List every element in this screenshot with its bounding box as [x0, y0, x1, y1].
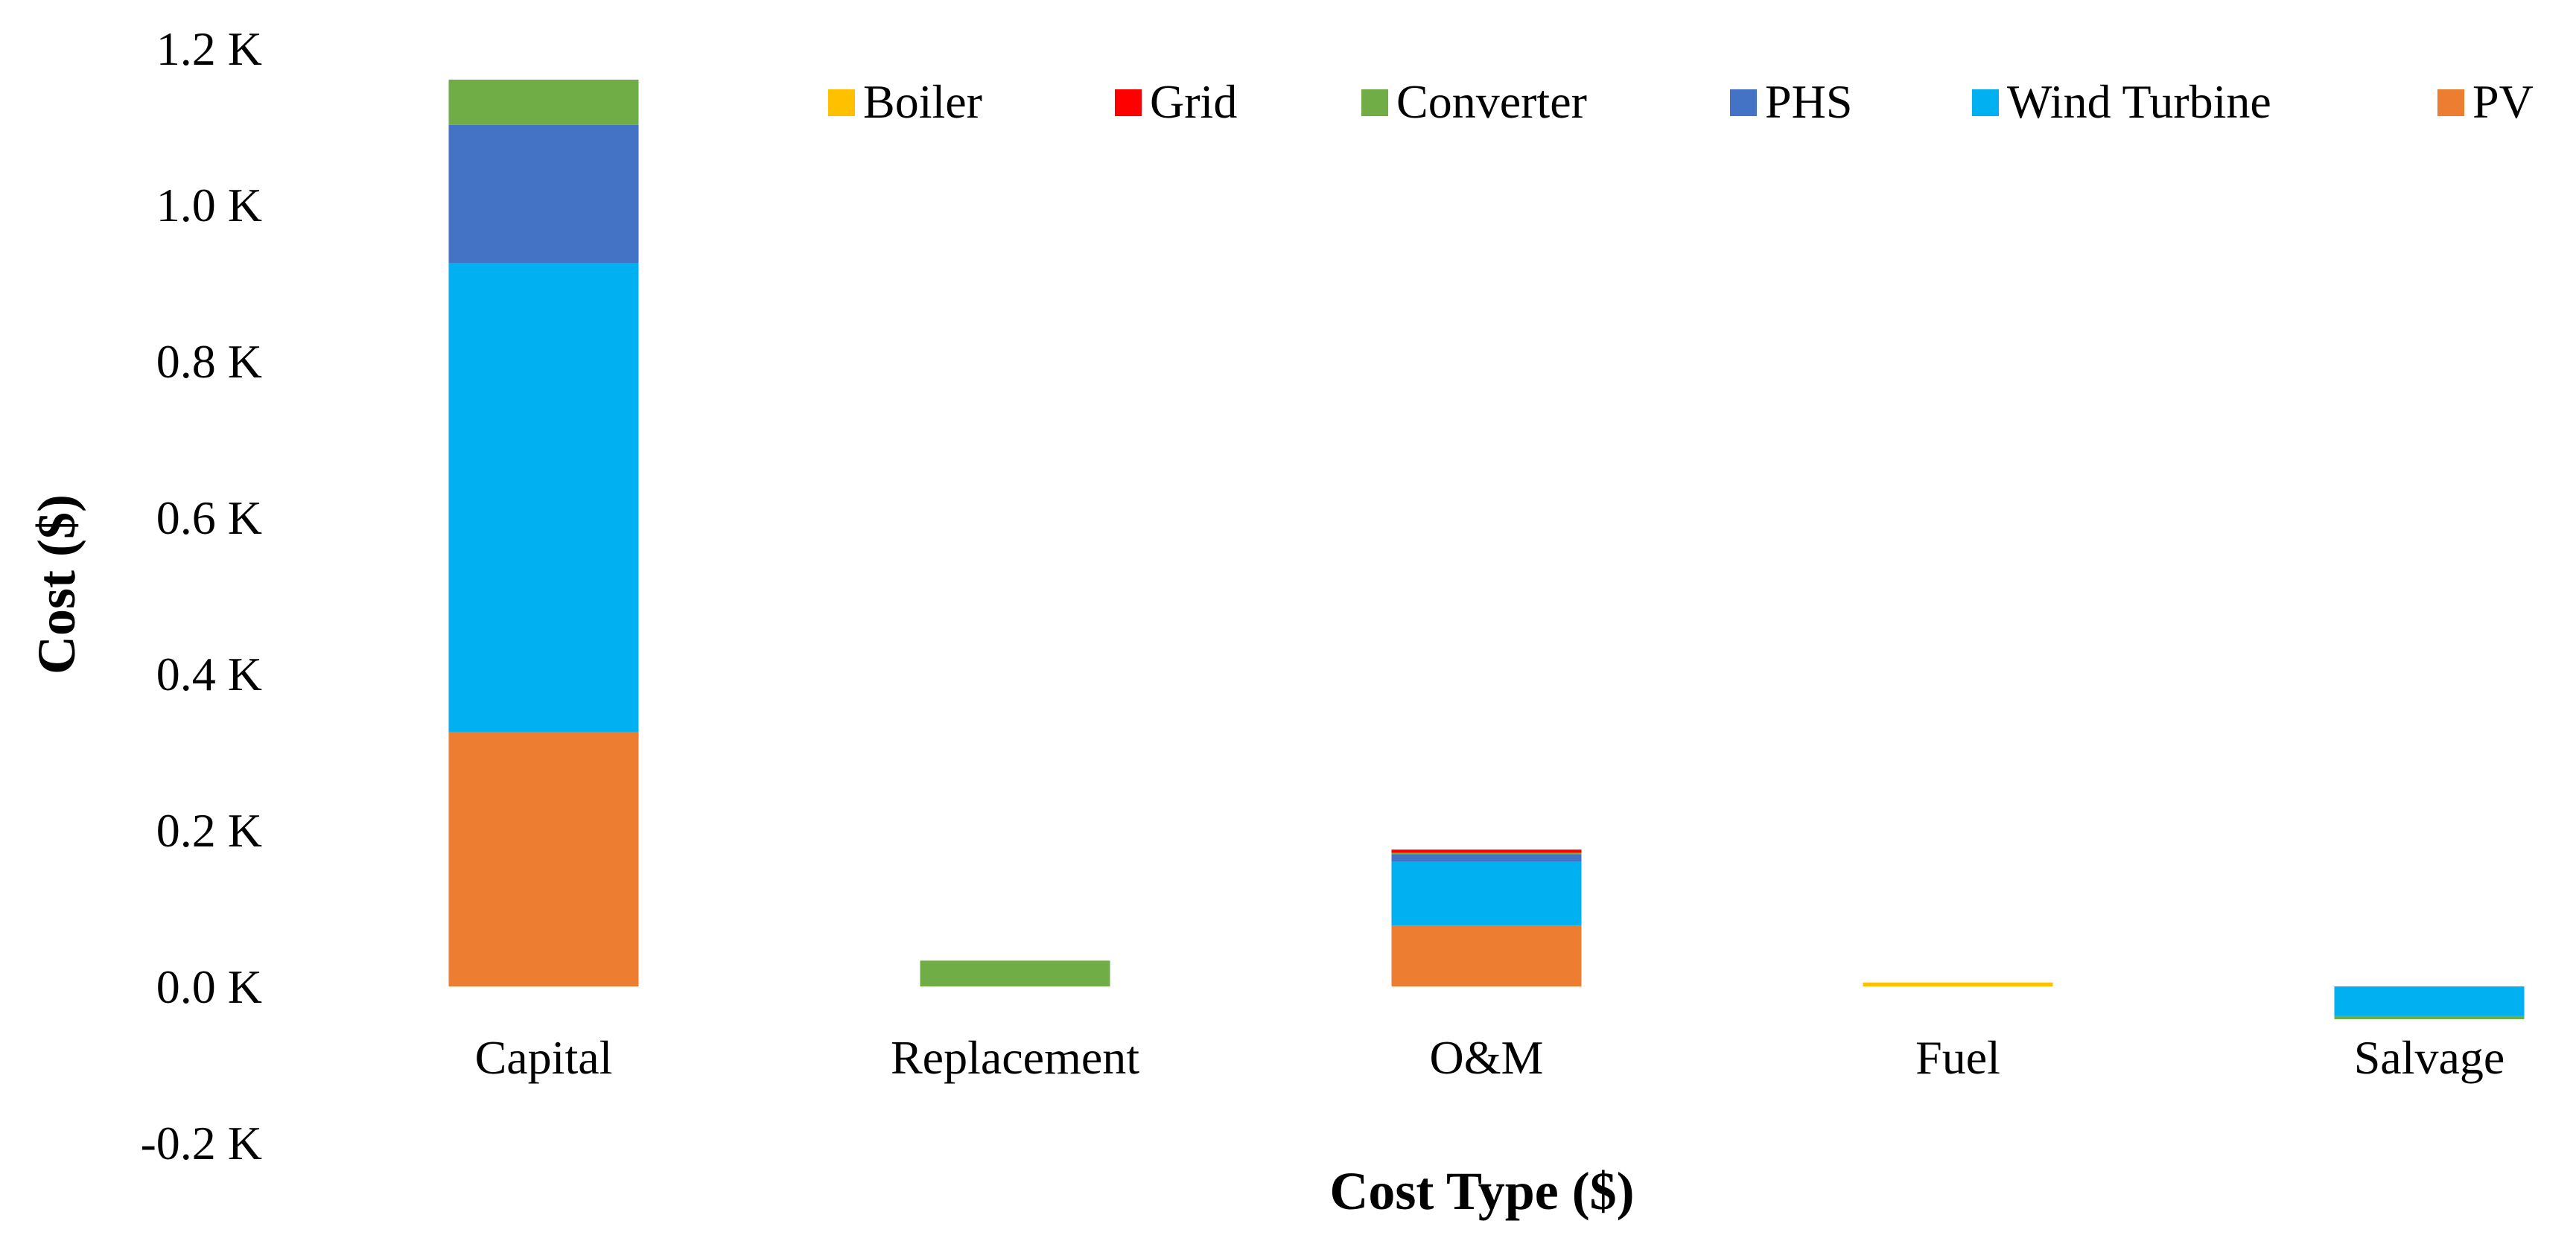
x-category-label: Fuel: [1915, 1031, 2000, 1084]
y-tick-label: 0.6 K: [156, 491, 262, 544]
y-axis-title: Cost ($): [27, 494, 86, 674]
legend-label: PHS: [1765, 75, 1852, 128]
y-axis-ticks: -0.2 K 0.0 K 0.2 K 0.4 K 0.6 K 0.8 K 1.0 K 1.2 …: [140, 22, 262, 1170]
legend-swatch: [1115, 89, 1142, 116]
bar-segment: [920, 960, 1110, 986]
legend-swatch: [1972, 89, 1999, 116]
legend-label: Boiler: [863, 75, 982, 128]
legend-label: Converter: [1396, 75, 1587, 128]
legend-label: PV: [2472, 75, 2534, 128]
bar-segment: [448, 80, 639, 125]
legend-label: Wind Turbine: [2007, 75, 2271, 128]
legend-swatch: [1730, 89, 1757, 116]
legend: Boiler Grid Converter PHS Wind Turbine PV: [828, 75, 2534, 128]
bar-segment: [2334, 986, 2525, 1016]
bar-segment: [448, 124, 639, 264]
bar-segment: [1391, 861, 1582, 926]
y-tick-label: 0.0 K: [156, 960, 262, 1013]
x-category-label: Replacement: [891, 1031, 1139, 1084]
y-tick-label: -0.2 K: [140, 1117, 262, 1170]
x-category-label: Capital: [475, 1031, 613, 1084]
bar-segment: [1391, 854, 1582, 861]
bar-segment: [1391, 849, 1582, 853]
legend-swatch: [2437, 89, 2464, 116]
bar-segment: [2334, 1015, 2525, 1020]
y-tick-label: 1.0 K: [156, 179, 262, 232]
legend-swatch: [1361, 89, 1388, 116]
y-tick-label: 1.2 K: [156, 22, 262, 75]
legend-label: Grid: [1150, 75, 1237, 128]
bars: [448, 80, 2525, 1020]
bar-segment: [448, 732, 639, 986]
legend-swatch: [828, 89, 855, 116]
y-tick-label: 0.8 K: [156, 335, 262, 388]
x-category-label: O&M: [1430, 1031, 1544, 1084]
bar-segment: [1391, 852, 1582, 855]
bar-segment: [1391, 925, 1582, 986]
x-axis-title: Cost Type ($): [1329, 1161, 1634, 1221]
bar-segment: [448, 263, 639, 733]
bar-segment: [1863, 982, 2053, 986]
y-tick-label: 0.2 K: [156, 804, 262, 857]
x-axis-categories: Capital Replacement O&M Fuel Salvage: [475, 1031, 2505, 1084]
x-category-label: Salvage: [2354, 1031, 2505, 1084]
y-tick-label: 0.4 K: [156, 648, 262, 701]
